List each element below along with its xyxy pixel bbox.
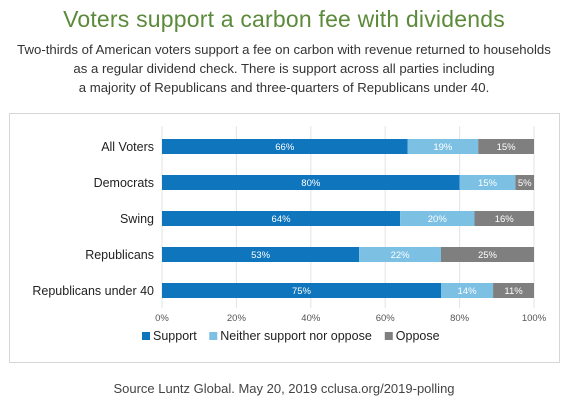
x-tick-label: 20% <box>227 313 247 324</box>
legend-swatch <box>142 332 150 340</box>
bar-segment <box>162 247 360 262</box>
category-label: Swing <box>120 212 154 226</box>
chart-subtitle: Two-thirds of American voters support a … <box>0 40 568 97</box>
data-label: 15% <box>497 142 517 153</box>
data-label: 16% <box>495 214 515 225</box>
x-tick-label: 40% <box>301 313 321 324</box>
bar-segment <box>162 175 460 190</box>
bar-segment <box>474 211 534 226</box>
x-tick-label: 100% <box>522 313 547 324</box>
data-label: 64% <box>272 214 292 225</box>
bar-segment <box>493 283 534 298</box>
legend-swatch <box>209 332 218 340</box>
legend-label: Oppose <box>396 329 440 343</box>
bar-segment <box>162 139 408 154</box>
bar-segment <box>459 175 516 190</box>
source-note: Source Luntz Global. May 20, 2019 cclusa… <box>113 381 455 396</box>
subtitle-line: a majority of Republicans and three-quar… <box>78 80 490 95</box>
legend-label: Support <box>153 329 197 343</box>
legend-label: Neither support nor oppose <box>220 329 372 343</box>
x-tick-label: 60% <box>376 313 396 324</box>
bar-segment <box>407 139 479 154</box>
bar-segment <box>162 211 401 226</box>
category-label: All Voters <box>101 140 154 154</box>
bar-segment <box>441 247 534 262</box>
bar-segment <box>478 139 534 154</box>
bar-segment <box>162 283 441 298</box>
data-label: 80% <box>301 178 321 189</box>
subtitle-line: Two-thirds of American voters support a … <box>17 42 551 57</box>
bar-segment <box>400 211 475 226</box>
legend-swatch <box>384 332 393 340</box>
x-tick-label: 0% <box>155 313 169 324</box>
category-label: Democrats <box>94 176 154 190</box>
chart-frame: 0% 20% 40% 60% 80% 100% All Voters 66% 19% 15% Dem… <box>9 113 560 363</box>
data-label: 25% <box>478 250 498 261</box>
bar-segment <box>441 283 494 298</box>
data-label: 14% <box>458 286 478 297</box>
data-label: 22% <box>391 250 411 261</box>
bar-segment <box>515 175 534 190</box>
data-label: 5% <box>518 178 532 189</box>
data-label: 20% <box>428 214 448 225</box>
data-label: 66% <box>275 142 295 153</box>
chart-title: Voters support a carbon fee with dividen… <box>63 6 505 32</box>
data-label: 11% <box>504 286 523 297</box>
subtitle-line: as a regular dividend check. There is su… <box>73 61 495 76</box>
data-label: 75% <box>292 286 312 297</box>
x-tick-label: 80% <box>450 313 470 324</box>
bar-segment <box>359 247 441 262</box>
category-label: Republicans under 40 <box>32 284 154 298</box>
category-label: Republicans <box>85 248 154 262</box>
stacked-bar-chart: 0% 20% 40% 60% 80% 100% All Voters 66% 19% 15% Dem… <box>32 126 547 343</box>
data-label: 19% <box>433 142 453 153</box>
data-label: 53% <box>251 250 271 261</box>
data-label: 15% <box>478 178 498 189</box>
